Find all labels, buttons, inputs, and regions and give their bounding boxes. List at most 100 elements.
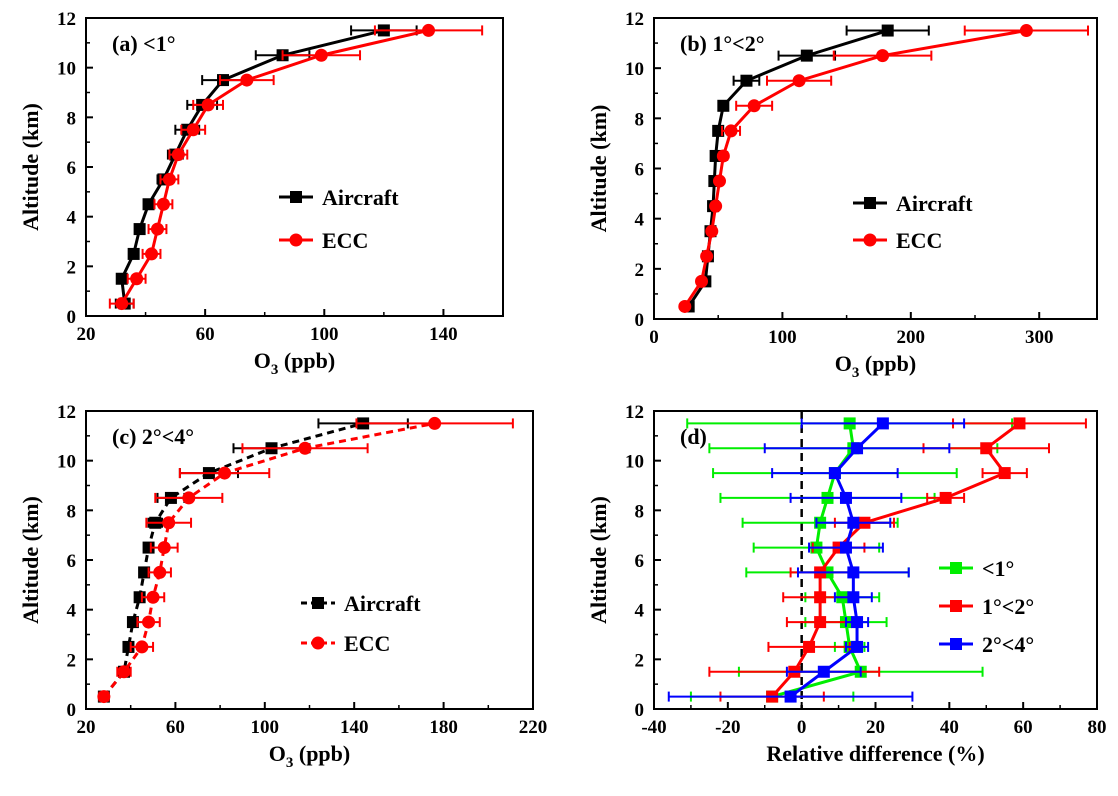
data-point xyxy=(130,272,144,286)
x-tick-label: 20 xyxy=(77,717,96,738)
y-tick-label: 4 xyxy=(635,601,645,622)
data-point xyxy=(201,98,215,112)
x-tick-label: -40 xyxy=(641,717,666,738)
x-tick-label: 40 xyxy=(940,717,959,738)
data-point xyxy=(839,541,852,554)
series-1 xyxy=(114,24,418,310)
data-point xyxy=(716,149,730,163)
data-point xyxy=(162,172,176,186)
data-point xyxy=(153,565,167,579)
data-point xyxy=(747,99,761,113)
chart-panel-1: 20 60 100 140 0 2 4 6 8 10 12 O3 (ppb) Altitude (km)… xyxy=(18,9,504,378)
x-axis-label: O3 (ppb) xyxy=(835,351,916,381)
legend-marker xyxy=(311,636,325,650)
y-tick-label: 0 xyxy=(67,700,77,721)
y-tick-label: 10 xyxy=(57,452,76,473)
y-tick-label: 2 xyxy=(635,650,645,671)
legend-label: Aircraft xyxy=(344,591,421,616)
legend-item: Aircraft xyxy=(279,185,399,210)
legend-item: <1° xyxy=(939,556,1014,581)
y-tick-label: 0 xyxy=(635,310,645,331)
data-point xyxy=(127,247,140,260)
y-tick-label: 10 xyxy=(57,59,76,80)
series-line xyxy=(102,421,364,698)
x-tick-label: 20 xyxy=(77,324,96,345)
plot-frame xyxy=(85,410,534,710)
legend-item: Aircraft xyxy=(853,191,973,216)
data-point xyxy=(717,99,730,112)
data-point xyxy=(817,665,830,678)
data-point xyxy=(740,74,753,87)
series-line xyxy=(120,28,385,304)
x-tick-label: 80 xyxy=(1088,717,1107,738)
legend-label: Aircraft xyxy=(896,191,973,216)
legend-label: Aircraft xyxy=(322,185,399,210)
data-point xyxy=(156,197,170,211)
data-point xyxy=(828,467,841,480)
data-point xyxy=(97,690,111,704)
legend-label: ECC xyxy=(344,631,390,656)
series-line xyxy=(683,29,1027,308)
data-point xyxy=(724,124,738,138)
data-point xyxy=(847,566,860,579)
data-point xyxy=(709,199,723,213)
y-tick-label: 12 xyxy=(57,9,76,30)
legend-item: ECC xyxy=(279,228,368,253)
legend-item: 1°<2° xyxy=(939,594,1034,619)
legend-label: ECC xyxy=(322,228,368,253)
legend-item: ECC xyxy=(301,631,390,656)
series-line xyxy=(102,421,435,698)
series-line xyxy=(687,29,889,308)
data-point xyxy=(998,467,1011,480)
legend-marker xyxy=(863,233,877,247)
data-point xyxy=(133,223,146,236)
x-tick-label: 220 xyxy=(519,717,548,738)
data-point xyxy=(150,222,164,236)
data-point xyxy=(186,123,200,137)
data-point xyxy=(881,24,894,37)
legend-marker xyxy=(289,233,303,247)
data-point xyxy=(1013,417,1026,430)
data-point xyxy=(142,198,155,211)
data-point xyxy=(847,591,860,604)
legend-label: ECC xyxy=(896,228,942,253)
series-2 xyxy=(678,24,1090,313)
x-tick-label: 180 xyxy=(429,717,458,738)
x-tick-label: 200 xyxy=(897,327,926,348)
y-tick-label: 12 xyxy=(57,402,76,423)
data-point xyxy=(115,297,129,311)
data-point xyxy=(980,442,993,455)
y-tick-label: 6 xyxy=(635,160,645,181)
y-tick-label: 4 xyxy=(67,601,77,622)
y-tick-label: 2 xyxy=(67,650,77,671)
y-tick-label: 2 xyxy=(67,257,77,278)
x-tick-label: 100 xyxy=(310,324,339,345)
data-point xyxy=(314,48,328,62)
legend-label: 1°<2° xyxy=(982,594,1034,619)
series-2 xyxy=(97,416,514,704)
data-point xyxy=(298,441,312,455)
x-tick-label: 60 xyxy=(1014,717,1033,738)
data-point xyxy=(814,616,827,629)
x-tick-label: 100 xyxy=(768,327,797,348)
y-tick-label: 12 xyxy=(625,9,644,30)
data-point xyxy=(851,640,864,653)
legend-label: 2°<4° xyxy=(982,632,1034,657)
y-tick-label: 4 xyxy=(67,208,77,229)
y-tick-label: 8 xyxy=(67,108,77,129)
chart-panel-4: -40 -20 0 20 40 60 80 0 2 4 6 8 10 12 Relative differe… xyxy=(586,402,1107,766)
y-tick-label: 0 xyxy=(635,700,645,721)
x-tick-label: 60 xyxy=(166,717,185,738)
data-point xyxy=(182,491,196,505)
legend-marker xyxy=(864,197,876,209)
y-tick-label: 10 xyxy=(625,452,644,473)
panel-label: (d) xyxy=(680,424,707,449)
x-tick-label: -20 xyxy=(715,717,740,738)
legend-marker xyxy=(950,600,962,612)
legend-item: Aircraft xyxy=(301,591,421,616)
data-point xyxy=(678,299,692,313)
x-axis-label: O3 (ppb) xyxy=(254,348,335,378)
data-point xyxy=(784,690,797,703)
y-tick-label: 12 xyxy=(625,402,644,423)
